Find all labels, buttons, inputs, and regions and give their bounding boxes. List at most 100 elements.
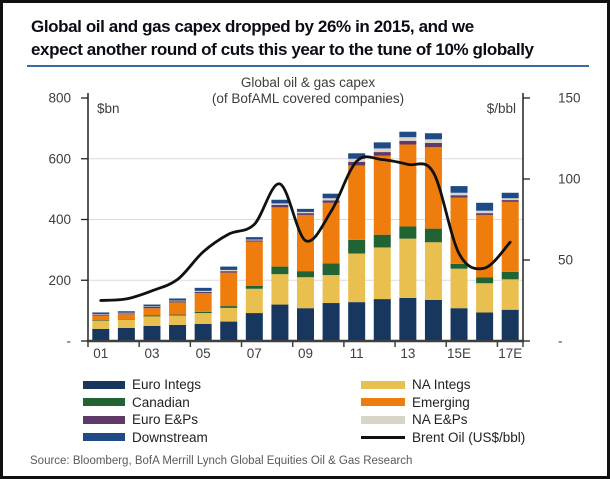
x-axis-label-15e: 15E	[447, 346, 471, 361]
bar-segment-euro-e-ps	[450, 195, 468, 198]
bar-segment-euro-e-ps	[348, 161, 366, 166]
legend-label-na-e-ps: NA E&Ps	[412, 412, 468, 428]
bar-segment-na-e-ps	[399, 137, 417, 141]
bar-segment-emerging	[399, 144, 417, 227]
legend-item-emerging: Emerging	[361, 394, 525, 412]
bar-segment-na-e-ps	[322, 198, 340, 201]
bar-segment-na-integs	[245, 288, 263, 314]
bar-segment-na-integs	[450, 268, 468, 309]
bar-segment-downstream	[143, 304, 161, 307]
bar-segment-na-integs	[271, 274, 289, 305]
x-axis-label-03: 03	[144, 346, 159, 361]
bar-segment-euro-e-ps	[322, 200, 340, 203]
bar-segment-canadian	[194, 311, 212, 314]
right-axis-label-150: 150	[558, 91, 581, 106]
brent-oil-line	[99, 155, 512, 302]
bar-segment-downstream	[245, 237, 263, 240]
bar-segment-euro-e-ps	[220, 271, 238, 273]
bar-segment-emerging	[143, 308, 161, 316]
bar-segment-emerging	[92, 315, 110, 321]
chart-subtitle: (of BofAML covered companies)	[211, 91, 405, 106]
bar-segment-emerging	[297, 214, 314, 272]
bar-segment-emerging	[373, 155, 391, 235]
left-axis-label-200: 200	[48, 273, 71, 288]
bar-segment-canadian	[348, 239, 366, 254]
bar-segment-na-integs	[322, 275, 340, 304]
legend-item-canadian: Canadian	[83, 394, 208, 412]
bar-segment-na-integs	[373, 247, 391, 300]
bar-segment-downstream	[117, 311, 135, 313]
legend-swatch-na-e-ps	[361, 415, 405, 424]
bar-segment-na-integs	[169, 315, 187, 325]
bar-segment-euro-integs	[220, 321, 238, 341]
bar-segment-na-integs	[117, 319, 135, 328]
bar-segment-na-e-ps	[220, 269, 238, 272]
title-divider	[27, 65, 589, 67]
bar-segment-canadian	[297, 271, 314, 278]
bar-segment-downstream	[271, 199, 289, 204]
bar-segment-euro-integs	[348, 302, 366, 341]
bar-segment-euro-integs	[143, 325, 161, 341]
legend-item-downstream: Downstream	[83, 429, 208, 447]
bar-segment-na-e-ps	[476, 210, 494, 214]
bar-segment-emerging	[271, 207, 289, 267]
bar-segment-na-integs	[476, 283, 494, 313]
bar-segment-canadian	[117, 319, 135, 320]
bar-segment-canadian	[476, 277, 494, 284]
bar-segment-na-e-ps	[143, 306, 161, 307]
bar-segment-downstream	[322, 193, 340, 199]
x-axis-label-13: 13	[400, 346, 415, 361]
bar-segment-euro-integs	[245, 313, 263, 341]
bar-segment-na-e-ps	[117, 312, 135, 314]
bar-segment-downstream	[373, 142, 391, 149]
bar-segment-canadian	[450, 263, 468, 269]
legend-swatch-downstream	[83, 433, 125, 442]
bar-segment-emerging	[450, 197, 468, 264]
report-title-line1: Global oil and gas capex dropped by 26% …	[31, 17, 474, 36]
bar-segment-na-integs	[220, 307, 238, 322]
bar-segment-euro-e-ps	[297, 213, 314, 215]
bar-segment-euro-e-ps	[424, 142, 442, 148]
bar-segment-na-integs	[399, 238, 417, 298]
bar-segment-euro-e-ps	[373, 152, 391, 156]
bar-segment-euro-e-ps	[169, 301, 187, 303]
bar-segment-na-e-ps	[271, 203, 289, 205]
x-axis-label-05: 05	[196, 346, 211, 361]
bar-segment-canadian	[220, 306, 238, 308]
bar-segment-downstream	[476, 202, 494, 211]
bar-segment-euro-integs	[476, 312, 494, 341]
bar-segment-euro-integs	[169, 324, 187, 341]
bar-segment-downstream	[169, 298, 187, 301]
chart-legend-left-column: Euro Integs Canadian Euro E&Ps Downstream	[83, 376, 208, 446]
bar-segment-euro-integs	[399, 297, 417, 341]
bar-segment-canadian	[373, 234, 391, 248]
bar-segment-euro-integs	[194, 323, 212, 341]
chart-title: Global oil & gas capex	[240, 75, 376, 90]
legend-swatch-euro-integs	[83, 380, 125, 389]
bar-segment-canadian	[169, 314, 187, 316]
legend-item-na-integs: NA Integs	[361, 376, 525, 394]
bar-segment-euro-integs	[117, 327, 135, 341]
bar-segment-emerging	[117, 314, 135, 320]
legend-label-emerging: Emerging	[412, 394, 470, 410]
bar-segment-canadian	[501, 271, 519, 280]
legend-swatch-emerging	[361, 398, 405, 407]
bar-segment-na-integs	[143, 316, 161, 326]
bar-segment-downstream	[220, 266, 238, 270]
bar-segment-euro-integs	[271, 304, 289, 341]
bar-segment-canadian	[424, 228, 442, 243]
legend-swatch-brent-oil-us-bbl	[361, 435, 405, 439]
bar-segment-canadian	[322, 263, 340, 276]
bar-segment-euro-integs	[92, 328, 110, 341]
right-axis-label--: -	[558, 334, 563, 349]
legend-label-na-integs: NA Integs	[412, 377, 471, 393]
bar-segment-euro-integs	[322, 303, 340, 341]
bar-segment-na-e-ps	[450, 192, 468, 196]
x-axis-label-09: 09	[298, 346, 313, 361]
bar-segment-euro-e-ps	[271, 204, 289, 208]
bar-segment-canadian	[399, 226, 417, 239]
bar-segment-na-integs	[297, 277, 314, 309]
legend-label-canadian: Canadian	[132, 394, 190, 410]
legend-swatch-euro-e-ps	[83, 415, 125, 424]
left-axis-label-800: 800	[48, 91, 71, 106]
